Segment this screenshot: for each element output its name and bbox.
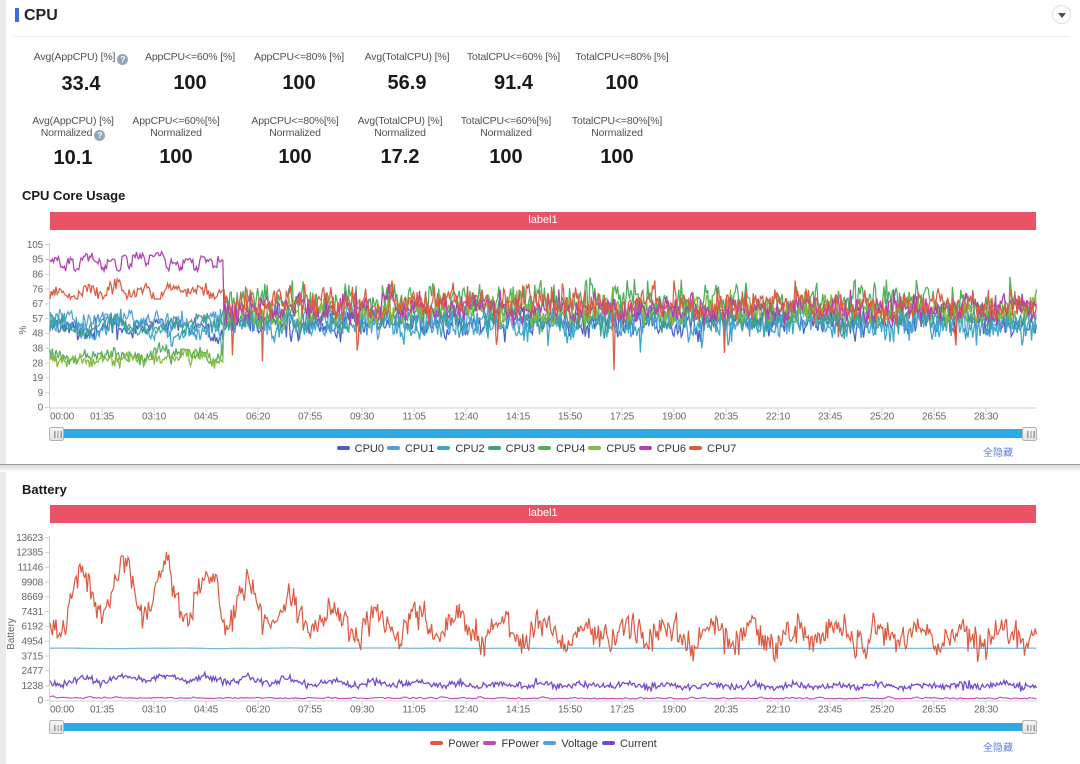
svg-text:09:30: 09:30 bbox=[350, 412, 375, 423]
svg-text:22:10: 22:10 bbox=[766, 705, 791, 716]
svg-text:19:00: 19:00 bbox=[662, 412, 687, 423]
svg-text:06:20: 06:20 bbox=[246, 705, 271, 716]
svg-text:06:20: 06:20 bbox=[246, 412, 271, 423]
svg-text:105: 105 bbox=[27, 240, 44, 251]
svg-text:86: 86 bbox=[32, 270, 43, 281]
svg-text:23:45: 23:45 bbox=[818, 705, 843, 716]
svg-text:14:15: 14:15 bbox=[506, 705, 531, 716]
svg-text:26:55: 26:55 bbox=[922, 412, 947, 423]
svg-text:04:45: 04:45 bbox=[194, 412, 219, 423]
svg-text:9: 9 bbox=[38, 388, 44, 399]
svg-text:9908: 9908 bbox=[22, 577, 44, 588]
svg-text:03:10: 03:10 bbox=[142, 412, 167, 423]
svg-text:25:20: 25:20 bbox=[870, 705, 895, 716]
svg-text:48: 48 bbox=[32, 329, 43, 340]
svg-text:2477: 2477 bbox=[22, 666, 44, 677]
svg-text:00:00: 00:00 bbox=[50, 705, 75, 716]
svg-text:57: 57 bbox=[32, 314, 43, 325]
svg-text:4954: 4954 bbox=[22, 637, 44, 648]
svg-text:14:15: 14:15 bbox=[506, 412, 531, 423]
svg-text:11:05: 11:05 bbox=[402, 412, 426, 423]
svg-text:20:35: 20:35 bbox=[714, 412, 739, 423]
svg-text:09:30: 09:30 bbox=[350, 705, 375, 716]
svg-text:15:50: 15:50 bbox=[558, 705, 583, 716]
svg-text:15:50: 15:50 bbox=[558, 412, 583, 423]
svg-text:38: 38 bbox=[32, 344, 43, 355]
svg-text:28: 28 bbox=[32, 358, 43, 369]
svg-text:22:10: 22:10 bbox=[766, 412, 791, 423]
svg-text:04:45: 04:45 bbox=[194, 705, 219, 716]
svg-text:13623: 13623 bbox=[16, 533, 43, 544]
svg-text:23:45: 23:45 bbox=[818, 412, 843, 423]
svg-text:%: % bbox=[18, 325, 29, 334]
svg-text:12:40: 12:40 bbox=[454, 412, 479, 423]
svg-text:28:30: 28:30 bbox=[974, 705, 999, 716]
svg-text:Battery: Battery bbox=[6, 618, 17, 650]
svg-text:76: 76 bbox=[32, 284, 43, 295]
svg-text:03:10: 03:10 bbox=[142, 705, 167, 716]
svg-text:07:55: 07:55 bbox=[298, 705, 323, 716]
svg-text:17:25: 17:25 bbox=[610, 412, 635, 423]
svg-text:19:00: 19:00 bbox=[662, 705, 687, 716]
svg-text:6192: 6192 bbox=[22, 622, 44, 633]
svg-text:00:00: 00:00 bbox=[50, 412, 75, 423]
svg-text:12:40: 12:40 bbox=[454, 705, 479, 716]
svg-text:01:35: 01:35 bbox=[90, 705, 115, 716]
svg-text:67: 67 bbox=[32, 299, 43, 310]
svg-text:8669: 8669 bbox=[22, 592, 44, 603]
svg-text:19: 19 bbox=[32, 373, 43, 384]
svg-text:7431: 7431 bbox=[22, 607, 44, 618]
svg-text:17:25: 17:25 bbox=[610, 705, 635, 716]
svg-text:0: 0 bbox=[38, 696, 44, 707]
svg-text:95: 95 bbox=[32, 255, 43, 266]
svg-text:28:30: 28:30 bbox=[974, 412, 999, 423]
svg-text:01:35: 01:35 bbox=[90, 412, 115, 423]
svg-text:12385: 12385 bbox=[16, 548, 43, 559]
svg-text:20:35: 20:35 bbox=[714, 705, 739, 716]
svg-text:3715: 3715 bbox=[22, 651, 44, 662]
svg-text:25:20: 25:20 bbox=[870, 412, 895, 423]
svg-text:0: 0 bbox=[38, 403, 44, 414]
svg-text:07:55: 07:55 bbox=[298, 412, 323, 423]
svg-text:1238: 1238 bbox=[22, 681, 44, 692]
svg-text:11146: 11146 bbox=[18, 563, 44, 574]
svg-text:26:55: 26:55 bbox=[922, 705, 947, 716]
svg-text:11:05: 11:05 bbox=[402, 705, 426, 716]
